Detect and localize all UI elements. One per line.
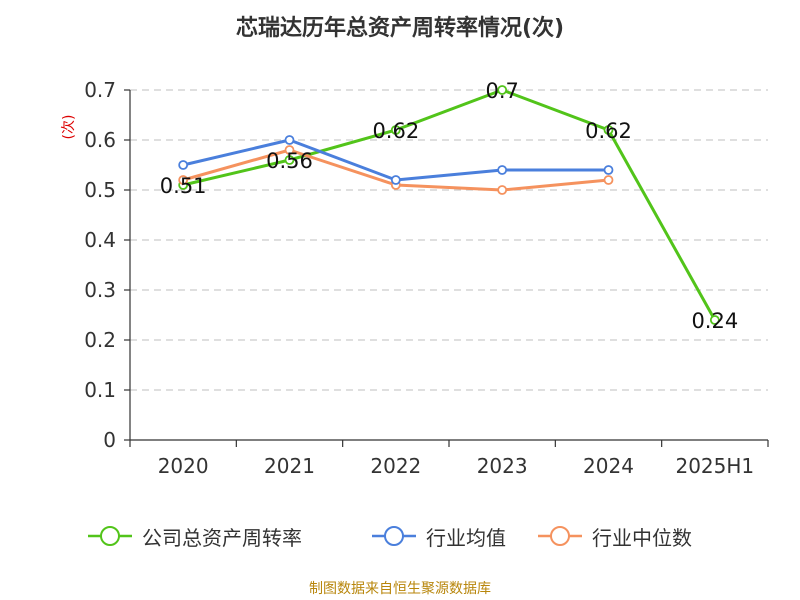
data-point-0 [284,155,295,165]
legend-item: 行业中位数 [536,520,692,552]
data-point-0 [709,315,720,325]
legend-item: 公司总资产周转率 [86,520,302,552]
y-tick-label: 0.6 [84,128,116,152]
data-point-2 [178,175,189,185]
data-point-1 [497,165,508,175]
y-tick-label: 0 [103,428,116,452]
legend-label: 行业均值 [426,525,506,550]
x-tick-label: 2021 [264,454,315,478]
legend-label: 公司总资产周转率 [142,525,302,550]
y-tick-label: 0.3 [84,278,116,302]
y-tick-label: 0.4 [84,228,116,252]
data-label: 0.7 [485,79,518,103]
legend-swatch-icon [372,526,416,546]
chart-title: 芯瑞达历年总资产周转率情况(次) [235,16,565,41]
data-point-1 [178,160,189,170]
data-label: 0.62 [372,119,419,143]
x-tick-label: 2025H1 [675,454,754,478]
data-label: 0.62 [585,119,632,143]
chart-legend: 公司总资产周转率 行业均值 行业中位数 [0,520,800,552]
data-label: 0.51 [160,174,207,198]
data-label: 0.56 [266,149,313,173]
data-point-0 [497,85,508,95]
legend-swatch-icon [538,526,582,546]
x-tick-label: 2023 [477,454,528,478]
data-point-0 [603,125,614,135]
data-point-1 [284,135,295,145]
series-line-0 [182,88,717,321]
series-line-1 [182,138,609,182]
data-point-1 [390,175,401,185]
y-axis-label: (次) [61,115,77,140]
data-source-note: 制图数据来自恒生聚源数据库 [309,581,491,597]
data-point-1 [603,165,614,175]
data-point-2 [497,185,508,195]
data-point-2 [284,145,295,155]
y-tick-label: 0.2 [84,328,116,352]
x-tick-label: 2024 [583,454,634,478]
data-point-2 [603,175,614,185]
x-tick-label: 2020 [158,454,209,478]
x-tick-label: 2022 [370,454,421,478]
y-tick-label: 0.5 [84,178,116,202]
legend-label: 行业中位数 [592,525,692,550]
legend-item: 行业均值 [370,520,506,552]
data-point-0 [390,125,401,135]
data-label: 0.24 [691,309,738,333]
y-tick-label: 0.1 [84,378,116,402]
y-tick-label: 0.7 [84,78,116,102]
legend-swatch-icon [88,526,132,546]
